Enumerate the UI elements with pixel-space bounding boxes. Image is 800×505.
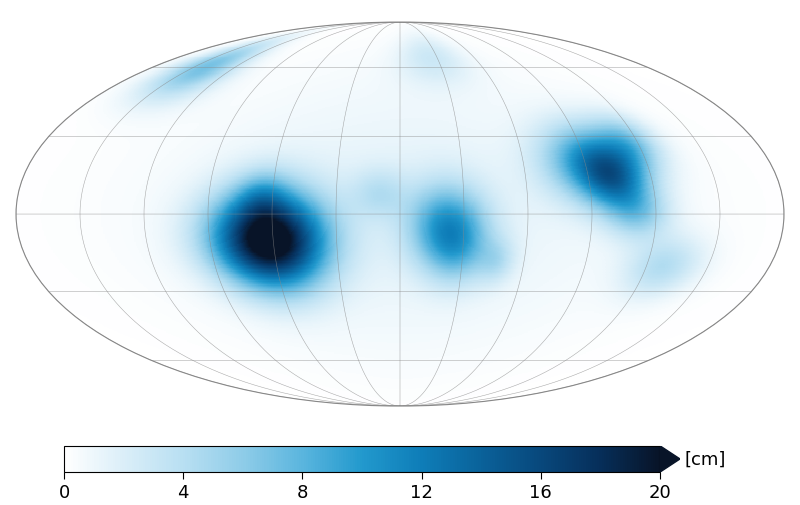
Text: [cm]: [cm] — [684, 450, 726, 468]
Polygon shape — [660, 446, 680, 472]
